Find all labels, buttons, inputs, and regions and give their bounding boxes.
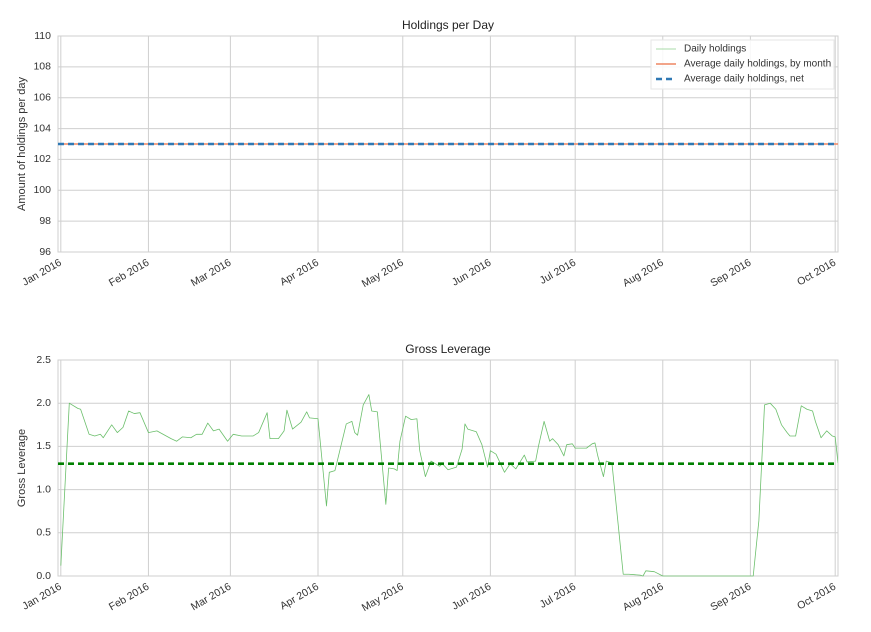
- chart-title: Holdings per Day: [402, 18, 494, 32]
- y-tick-label: 2.5: [36, 354, 51, 366]
- x-tick-label: Jun 2016: [450, 581, 494, 613]
- y-tick-label: 110: [34, 30, 51, 42]
- x-tick-label: Jul 2016: [538, 581, 579, 611]
- x-tick-label: Mar 2016: [189, 581, 234, 614]
- y-tick-label: 102: [33, 153, 51, 165]
- x-tick-label: Jan 2016: [20, 257, 64, 289]
- y-tick-label: 108: [33, 61, 51, 73]
- y-tick-label: 98: [39, 215, 51, 227]
- legend-label: Daily holdings: [684, 44, 746, 55]
- y-tick-label: 1.0: [36, 483, 51, 495]
- legend-label: Average daily holdings, by month: [684, 59, 831, 70]
- x-tick-label: Apr 2016: [278, 257, 321, 289]
- x-tick-label: May 2016: [360, 581, 406, 615]
- y-axis-label: Gross Leverage: [16, 429, 28, 507]
- legend: Daily holdings Average daily holdings, by…: [650, 39, 835, 90]
- x-tick-label: Jan 2016: [20, 581, 64, 613]
- subplot: 0.0 0.5 1.0 1.5 2.0 2.5 Jan 2016 Feb 2016 Mar 20…: [16, 342, 839, 615]
- x-tick-label: Aug 2016: [621, 257, 666, 290]
- legend-box: [650, 39, 835, 90]
- series-line: [60, 394, 838, 577]
- y-tick-label: 96: [39, 246, 51, 258]
- y-tick-label: 0.0: [36, 570, 51, 582]
- legend-label: Average daily holdings, net: [684, 74, 804, 85]
- x-tick-label: Apr 2016: [278, 581, 321, 613]
- x-tick-label: Oct 2016: [795, 581, 838, 613]
- x-tick-label: Feb 2016: [107, 257, 152, 290]
- x-tick-label: May 2016: [360, 257, 406, 291]
- x-tick-label: Jun 2016: [450, 257, 494, 289]
- y-tick-label: 104: [33, 122, 51, 134]
- plot-lines: [58, 394, 838, 577]
- x-tick-label: Sep 2016: [708, 257, 753, 290]
- x-tick-label: Jul 2016: [538, 257, 579, 287]
- x-tick-label: Feb 2016: [107, 581, 152, 614]
- y-tick-label: 0.5: [36, 527, 51, 539]
- x-tick-label: Aug 2016: [621, 581, 666, 614]
- y-tick-label: 100: [33, 184, 51, 196]
- x-tick-label: Sep 2016: [708, 581, 753, 614]
- subplot: 96 98 100 102 104 106 108 110 Jan 2016 Feb 2016 Ma…: [16, 18, 839, 291]
- chart-title: Gross Leverage: [405, 342, 491, 356]
- x-tick-label: Mar 2016: [189, 257, 234, 290]
- x-tick-label: Oct 2016: [795, 257, 838, 289]
- y-tick-label: 106: [33, 91, 51, 103]
- y-tick-label: 2.0: [36, 397, 51, 409]
- y-axis-label: Amount of holdings per day: [16, 77, 28, 211]
- y-tick-label: 1.5: [36, 440, 51, 452]
- plot-frame: [57, 359, 839, 577]
